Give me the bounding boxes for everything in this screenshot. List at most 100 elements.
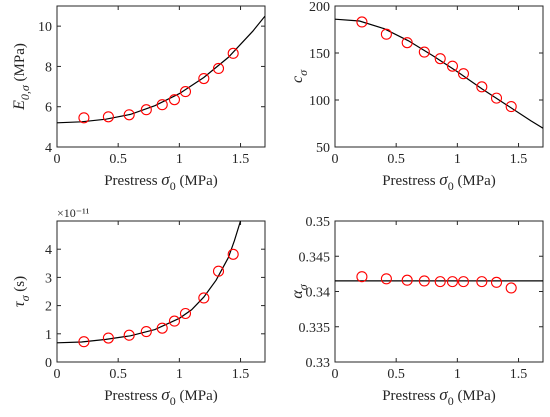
x-axis-label-text: Prestress bbox=[382, 388, 439, 404]
x-tick-label: 1 bbox=[176, 367, 183, 382]
y-axis-label-unit: (MPa) bbox=[12, 43, 28, 85]
data-point bbox=[418, 46, 430, 58]
y-tick-label: 0.345 bbox=[299, 250, 331, 265]
x-axis-label-text: Prestress bbox=[382, 173, 439, 189]
x-axis-label-symbol: σ bbox=[439, 385, 448, 404]
data-point bbox=[140, 325, 152, 338]
data-point bbox=[401, 274, 413, 286]
x-tick-label: 1 bbox=[454, 152, 461, 167]
x-axis-label: Prestress σ0 (MPa) bbox=[104, 385, 218, 408]
y-axis-label-unit: (s) bbox=[12, 276, 28, 296]
x-axis-label-text: Prestress bbox=[104, 173, 161, 189]
y-tick-label: 10 bbox=[38, 20, 52, 35]
x-axis-label-unit: (MPa) bbox=[176, 388, 218, 404]
data-point bbox=[156, 322, 168, 334]
data-point bbox=[102, 111, 114, 123]
data-point bbox=[380, 273, 392, 285]
y-tick-label: 0 bbox=[45, 356, 52, 371]
x-axis-label-subscript: 0 bbox=[448, 394, 454, 408]
x-axis-label-symbol: σ bbox=[439, 170, 448, 189]
data-point bbox=[457, 68, 470, 80]
data-point bbox=[179, 307, 192, 320]
data-point bbox=[123, 329, 135, 341]
x-tick-label: 1 bbox=[176, 152, 183, 167]
data-point bbox=[227, 47, 239, 59]
x-axis-label-unit: (MPa) bbox=[454, 173, 496, 189]
panel-alpha: 0 0.5 1 1.5 0.33 0.335 0.34 0.345 0.35 Prestress … bbox=[289, 215, 544, 408]
x-tick-label: 0.5 bbox=[109, 152, 127, 167]
x-tick-label: 1 bbox=[454, 367, 461, 382]
data-point bbox=[490, 92, 503, 104]
data-point bbox=[446, 60, 459, 72]
data-point bbox=[212, 265, 225, 277]
x-axis-label: Prestress σ0 (MPa) bbox=[382, 385, 496, 408]
axes-box bbox=[56, 5, 266, 148]
data-point bbox=[123, 109, 135, 121]
y-tick-label: 150 bbox=[309, 47, 330, 62]
data-point bbox=[505, 282, 517, 294]
y-tick-label: 0.33 bbox=[306, 356, 331, 371]
y-axis-label-subscript: σ bbox=[296, 69, 310, 76]
x-tick-label: 0 bbox=[332, 152, 339, 167]
data-point bbox=[418, 275, 430, 287]
x-tick-label: 1.5 bbox=[232, 367, 250, 382]
data-point bbox=[102, 332, 114, 344]
data-point bbox=[168, 315, 181, 327]
data-point bbox=[446, 276, 459, 288]
y-tick-label: 2 bbox=[45, 300, 52, 315]
x-tick-label: 1.5 bbox=[510, 367, 528, 382]
data-point bbox=[476, 81, 488, 93]
y-axis-label: ασ bbox=[289, 283, 310, 298]
data-point bbox=[198, 292, 210, 304]
y-axis-label-symbol: α bbox=[289, 290, 306, 299]
y-axis-label-subscript: 0,σ bbox=[18, 84, 32, 100]
axes-box bbox=[56, 220, 266, 363]
y-tick-label: 0.35 bbox=[306, 215, 331, 230]
fit-curve bbox=[57, 221, 242, 344]
data-point bbox=[78, 112, 90, 124]
y-axis-label-symbol: τ bbox=[11, 300, 28, 307]
y-tick-label: 1 bbox=[45, 328, 52, 343]
data-point bbox=[380, 28, 392, 40]
data-point bbox=[434, 276, 446, 288]
x-tick-label: 1.5 bbox=[510, 152, 528, 167]
data-point bbox=[140, 104, 152, 116]
x-axis-label: Prestress σ0 (MPa) bbox=[104, 170, 218, 193]
y-tick-label: 200 bbox=[309, 0, 330, 15]
data-point bbox=[156, 99, 168, 111]
data-point bbox=[212, 62, 225, 74]
data-point bbox=[356, 16, 368, 28]
data-point bbox=[356, 271, 368, 283]
y-tick-label: 50 bbox=[316, 141, 330, 156]
data-point bbox=[457, 276, 470, 288]
data-point bbox=[505, 101, 517, 113]
fit-curve bbox=[335, 18, 543, 129]
x-axis-label-symbol: σ bbox=[161, 170, 170, 189]
y-tick-label: 3 bbox=[45, 271, 52, 286]
x-axis-label-symbol: σ bbox=[161, 385, 170, 404]
x-tick-label: 0.5 bbox=[387, 367, 405, 382]
y-axis-label-symbol: c bbox=[289, 76, 306, 83]
y-axis-label-symbol: E bbox=[11, 100, 28, 111]
x-axis-label-subscript: 0 bbox=[170, 394, 176, 408]
x-tick-label: 1.5 bbox=[232, 152, 250, 167]
y-axis-label-subscript: σ bbox=[296, 283, 310, 290]
data-point bbox=[476, 276, 488, 288]
y-tick-label: 4 bbox=[45, 243, 52, 258]
x-axis-label-unit: (MPa) bbox=[176, 173, 218, 189]
axes-box bbox=[334, 5, 544, 148]
x-tick-label: 0 bbox=[332, 367, 339, 382]
x-tick-label: 0.5 bbox=[109, 367, 127, 382]
y-tick-label: 0.34 bbox=[306, 286, 331, 301]
y-tick-label: 4 bbox=[45, 141, 52, 156]
y-tick-label: 0.335 bbox=[299, 321, 331, 336]
data-point bbox=[179, 86, 192, 98]
x-axis-label-unit: (MPa) bbox=[454, 388, 496, 404]
data-point bbox=[168, 94, 181, 106]
x-tick-label: 0 bbox=[54, 367, 61, 382]
x-axis-label-text: Prestress bbox=[104, 388, 161, 404]
